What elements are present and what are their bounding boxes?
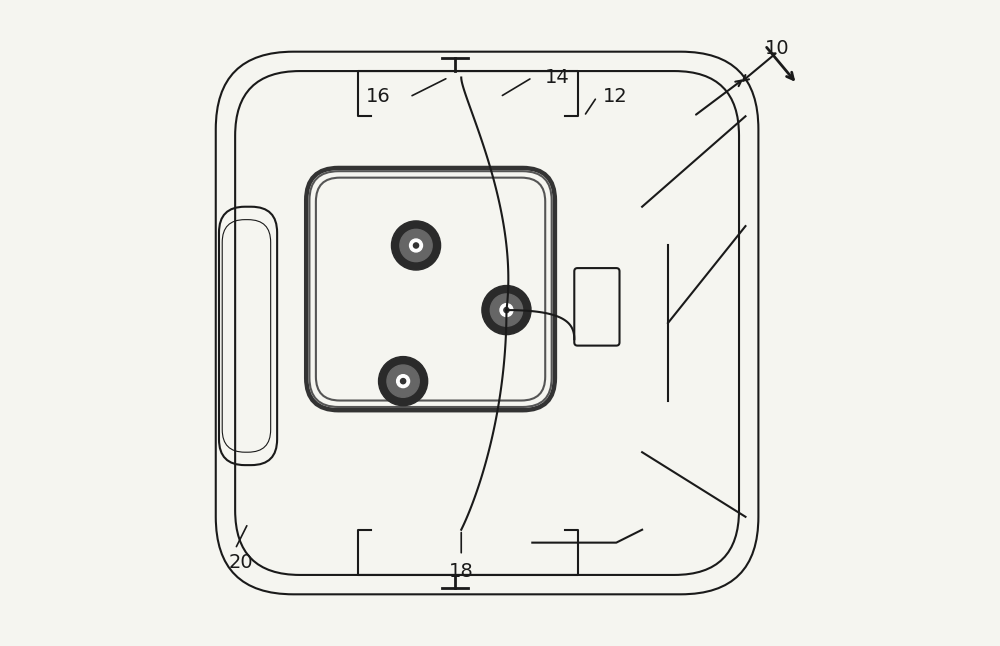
Circle shape [400, 229, 432, 262]
Text: 20: 20 [229, 552, 253, 572]
Circle shape [413, 243, 419, 248]
Circle shape [397, 375, 410, 388]
Circle shape [500, 304, 513, 317]
Circle shape [504, 307, 509, 313]
Circle shape [482, 286, 531, 335]
Text: 14: 14 [545, 68, 570, 87]
Circle shape [387, 365, 419, 397]
FancyBboxPatch shape [216, 52, 758, 594]
Circle shape [410, 239, 422, 252]
Circle shape [401, 379, 406, 384]
Circle shape [490, 294, 523, 326]
Text: 16: 16 [365, 87, 390, 107]
Text: 12: 12 [603, 87, 628, 107]
Circle shape [379, 357, 428, 406]
Text: 10: 10 [765, 39, 789, 58]
FancyBboxPatch shape [574, 268, 620, 346]
Circle shape [391, 221, 441, 270]
Text: 18: 18 [449, 562, 474, 581]
FancyBboxPatch shape [309, 171, 552, 407]
